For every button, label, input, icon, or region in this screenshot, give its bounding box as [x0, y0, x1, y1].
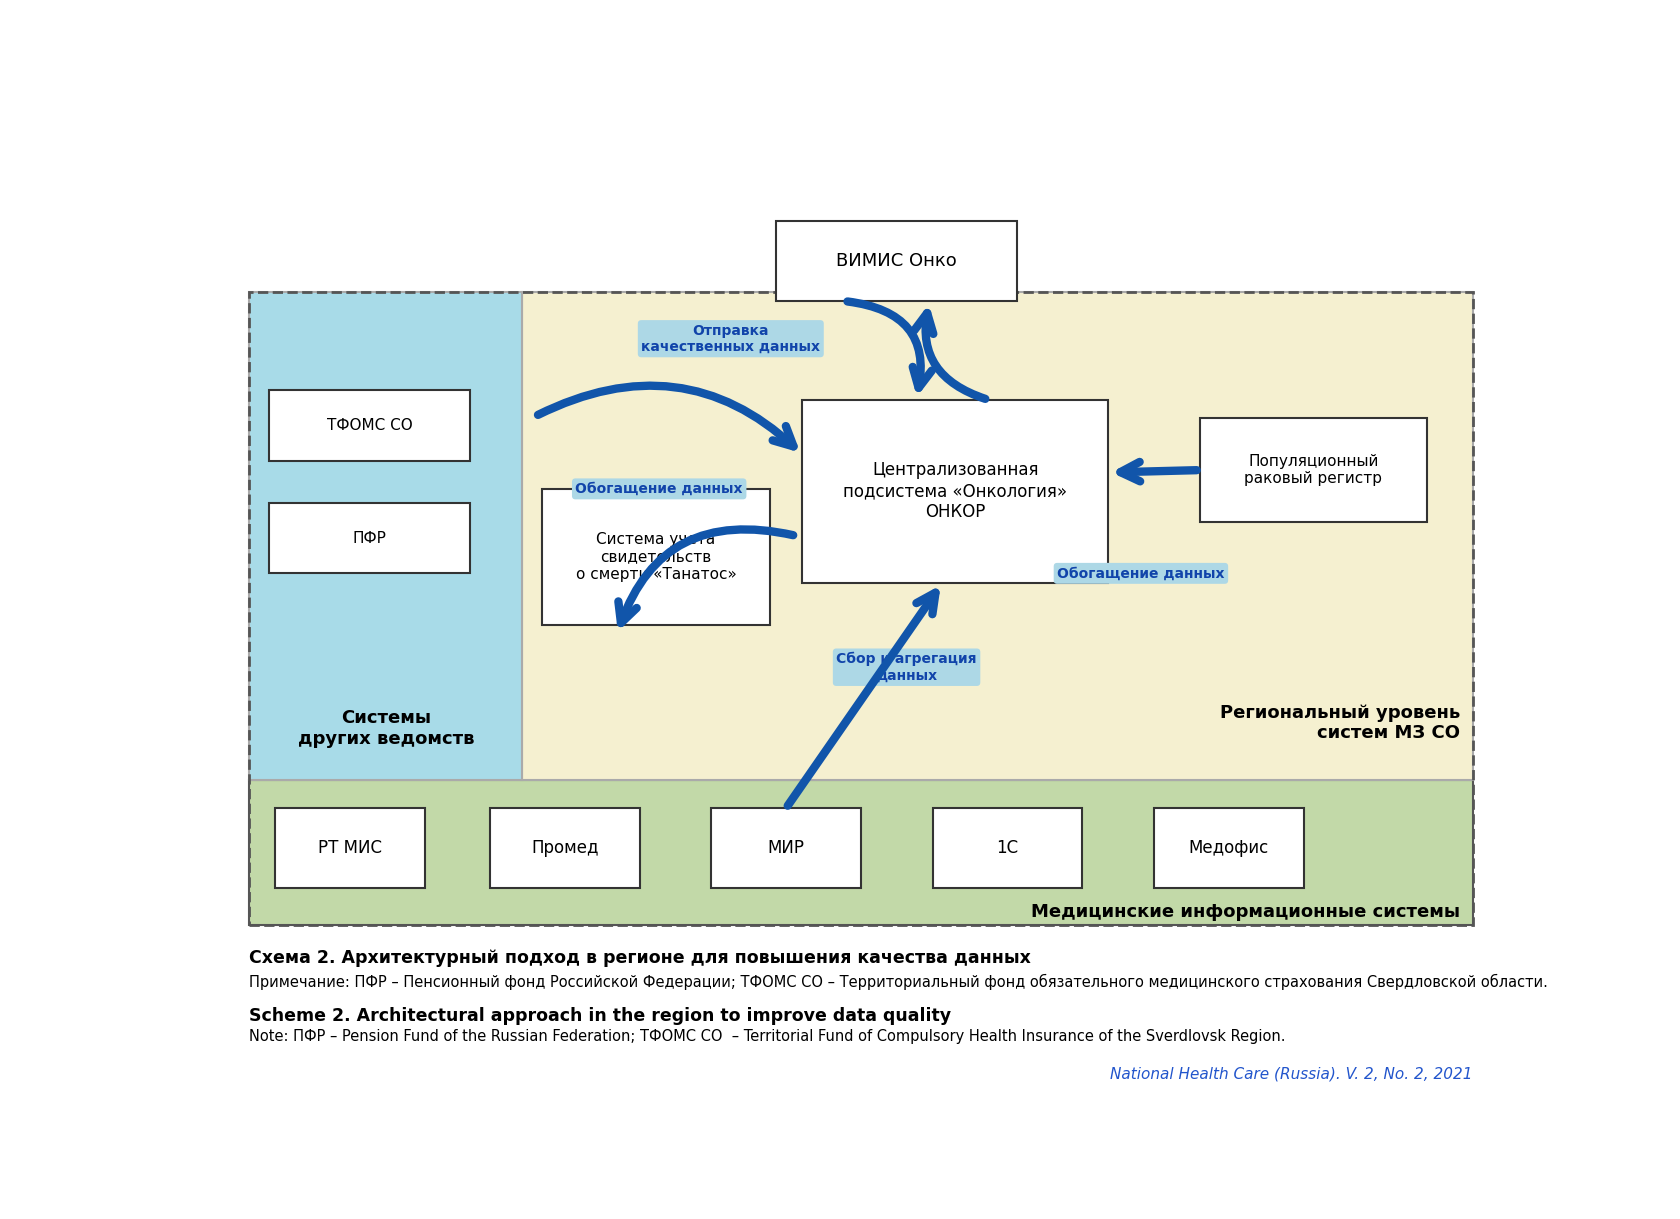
Text: Note: ПФР – Pension Fund of the Russian Federation; ТФОМС СО  – Territorial Fund: Note: ПФР – Pension Fund of the Russian …	[249, 1029, 1285, 1043]
Text: National Health Care (Russia). V. 2, No. 2, 2021: National Health Care (Russia). V. 2, No.…	[1110, 1067, 1473, 1081]
Bar	[249, 291, 1473, 925]
Text: Медофис: Медофис	[1189, 839, 1268, 857]
Bar	[249, 291, 522, 780]
Text: Сбор и агрегация
данных: Сбор и агрегация данных	[837, 652, 976, 683]
Text: МИР: МИР	[768, 839, 805, 857]
Text: Обогащение данных: Обогащение данных	[576, 482, 743, 496]
Text: Отправка
качественных данных: Отправка качественных данных	[642, 323, 820, 354]
Bar	[1154, 808, 1304, 887]
Bar	[711, 808, 862, 887]
Text: Медицинские информационные системы: Медицинские информационные системы	[1032, 902, 1460, 920]
Text: ПФР: ПФР	[353, 530, 386, 546]
Text: Централизованная
подсистема «Онкология»
ОНКОР: Централизованная подсистема «Онкология» …	[843, 462, 1067, 521]
Bar	[269, 503, 470, 573]
Text: Популяционный
раковый регистр: Популяционный раковый регистр	[1245, 453, 1383, 486]
Text: ТФОМС СО: ТФОМС СО	[326, 418, 412, 433]
Text: Системы
других ведомств: Системы других ведомств	[297, 708, 474, 747]
Text: Система учета
свидетельств
о смерти «Танатос»: Система учета свидетельств о смерти «Тан…	[576, 531, 736, 581]
Bar	[803, 400, 1109, 583]
Bar	[276, 808, 425, 887]
Bar	[932, 808, 1082, 887]
Text: Примечание: ПФР – Пенсионный фонд Российской Федерации; ТФОМС СО – Территориальн: Примечание: ПФР – Пенсионный фонд Россий…	[249, 974, 1547, 990]
Bar	[543, 489, 769, 625]
Text: 1С: 1С	[996, 839, 1018, 857]
Text: Региональный уровень
систем МЗ СО: Региональный уровень систем МЗ СО	[1220, 703, 1460, 742]
Bar	[269, 390, 470, 461]
Text: Обогащение данных: Обогащение данных	[1057, 567, 1225, 580]
Bar	[491, 808, 640, 887]
Bar	[522, 291, 1473, 780]
Bar	[1200, 418, 1428, 522]
Text: Схема 2. Архитектурный подход в регионе для повышения качества данных: Схема 2. Архитектурный подход в регионе …	[249, 948, 1032, 967]
Bar	[249, 780, 1473, 925]
Text: Scheme 2. Architectural approach in the region to improve data quality: Scheme 2. Architectural approach in the …	[249, 1007, 951, 1025]
Bar	[776, 222, 1018, 301]
Text: Промед: Промед	[531, 839, 598, 857]
Text: РТ МИС: РТ МИС	[318, 839, 381, 857]
Text: ВИМИС Онко: ВИМИС Онко	[837, 252, 958, 271]
